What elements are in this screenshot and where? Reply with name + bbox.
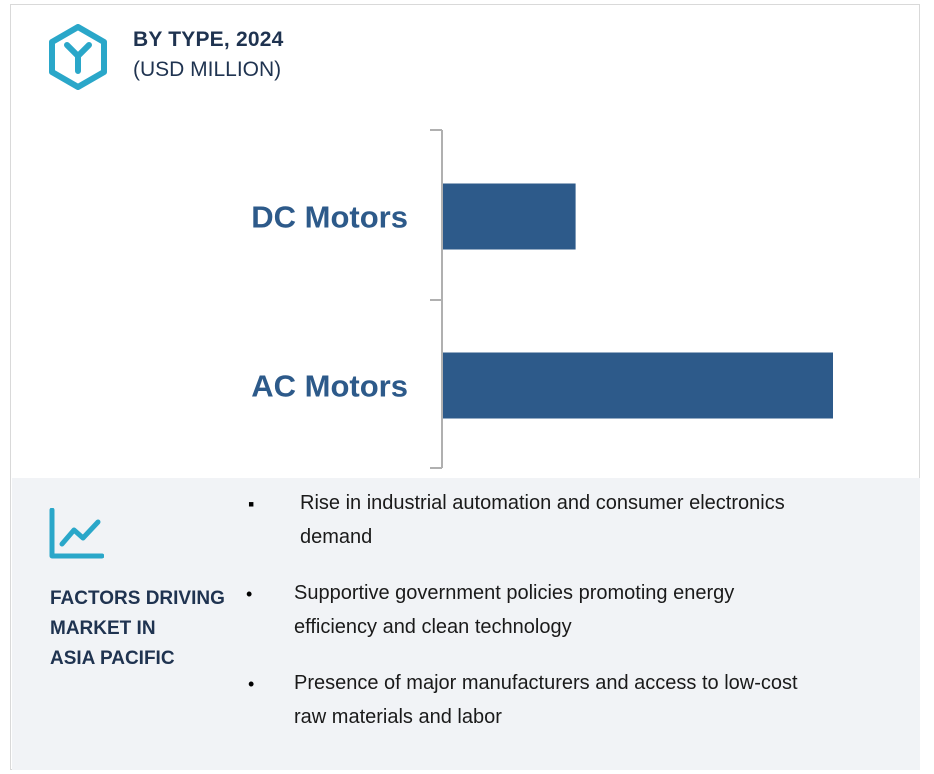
factor-text: raw materials and labor [294, 706, 502, 728]
bars-group: DC Motors AC Motors [251, 183, 833, 419]
factor-text: Presence of major manufacturers and acce… [294, 672, 798, 694]
factor-text: efficiency and clean technology [294, 616, 572, 638]
factors-heading-line: FACTORS DRIVING [50, 588, 225, 609]
category-label: AC Motors [251, 369, 408, 404]
bullet-marker: • [248, 674, 255, 694]
bar-chart: DC Motors AC Motors [251, 129, 833, 469]
bar-dc-motors [443, 183, 576, 250]
line-chart-icon [49, 508, 104, 559]
factor-item: Rise in industrial automation and consum… [300, 486, 785, 554]
factor-text: demand [300, 526, 373, 548]
bullet-marker: • [246, 584, 253, 604]
factors-heading: FACTORS DRIVING MARKET IN ASIA PACIFIC [50, 584, 250, 674]
chart-title: BY TYPE, 2024 [133, 28, 284, 51]
bar-ac-motors [443, 352, 833, 419]
factor-text: Rise in industrial automation and consum… [300, 492, 785, 514]
factor-text: Supportive government policies promoting… [294, 582, 735, 604]
factors-heading-line: ASIA PACIFIC [50, 648, 175, 669]
factor-item: Supportive government policies promoting… [294, 576, 734, 644]
bullet-marker: ▪ [248, 494, 255, 514]
factor-item: Presence of major manufacturers and acce… [294, 666, 798, 734]
chart-subtitle: (USD MILLION) [133, 58, 282, 81]
factors-heading-line: MARKET IN [50, 618, 156, 639]
factors-panel [12, 478, 920, 770]
category-label: DC Motors [251, 200, 408, 235]
hexagon-y-logo-icon [49, 24, 107, 90]
